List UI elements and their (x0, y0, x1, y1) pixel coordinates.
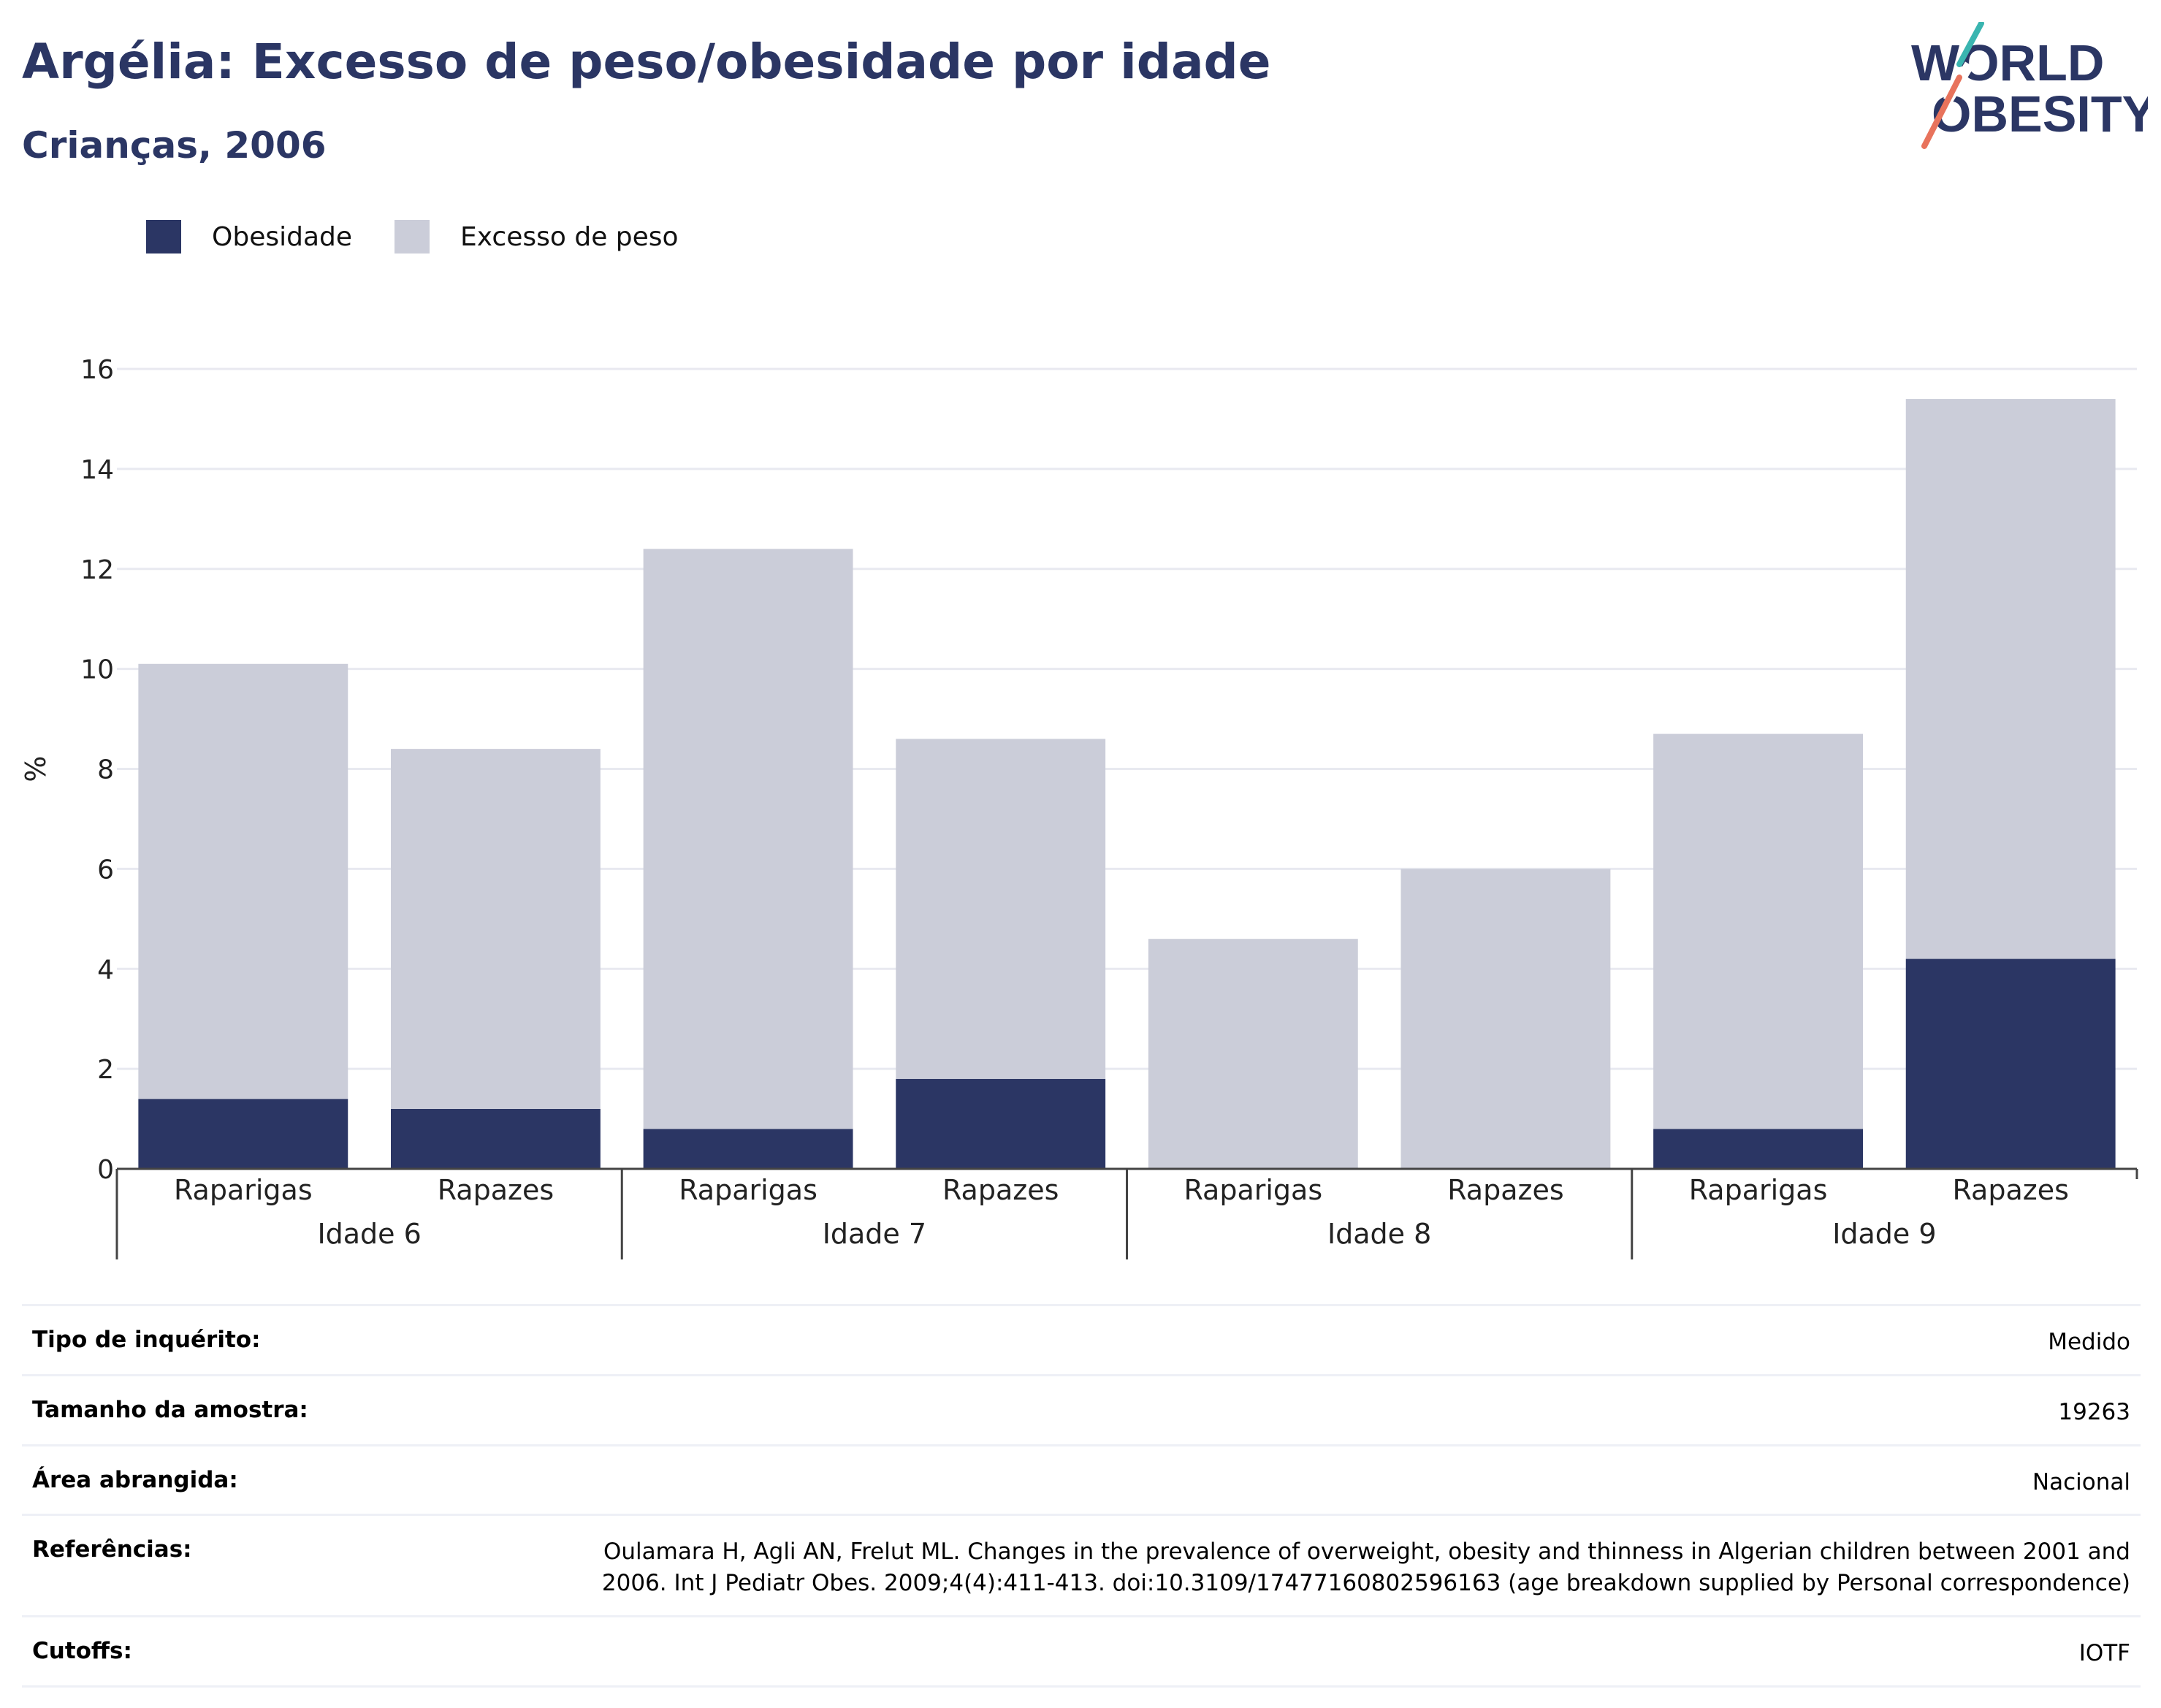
info-value: Oulamara H, Agli AN, Frelut ML. Changes … (601, 1539, 2130, 1597)
legend: Obesidade Excesso de peso (146, 218, 721, 256)
bar-excesso-de-peso (391, 749, 601, 1109)
info-row-sample-size: Tamanho da amostra: 19263 (22, 1373, 2141, 1444)
world-obesity-logo: WORLD OBESITY (1911, 22, 2148, 149)
group-label: Idade 8 (1327, 1218, 1431, 1250)
y-tick-label: 0 (97, 1155, 114, 1185)
y-tick-label: 12 (80, 555, 114, 585)
bar-excesso-de-peso (1400, 869, 1611, 1169)
info-value: IOTF (2078, 1639, 2130, 1666)
bar-obesidade (643, 1129, 853, 1169)
bar-excesso-de-peso (1148, 939, 1358, 1169)
info-row-cutoffs: Cutoffs: IOTF (22, 1614, 2141, 1688)
y-tick-label: 6 (97, 855, 114, 885)
legend-label-obesidade: Obesidade (212, 221, 353, 252)
info-row-references: Referências: Oulamara H, Agli AN, Frelut… (22, 1514, 2141, 1615)
bar-obesidade (138, 1099, 348, 1169)
info-label: Área abrangida: (32, 1466, 238, 1493)
y-tick-label: 16 (80, 355, 114, 385)
bar-excesso-de-peso (1905, 399, 2116, 959)
y-axis-label: % (20, 755, 52, 782)
x-tick-label: Rapazes (1447, 1174, 1563, 1206)
x-tick-label: Rapazes (1952, 1174, 2068, 1206)
legend-item-excesso-de-peso[interactable]: Excesso de peso (395, 220, 679, 253)
x-tick-label: Raparigas (174, 1174, 313, 1206)
logo-line1: WORLD (1911, 34, 2104, 91)
info-label: Referências: (32, 1536, 192, 1563)
chart-subtitle: Crianças, 2006 (22, 124, 327, 167)
y-tick-label: 4 (97, 955, 114, 985)
legend-label-excesso-de-peso: Excesso de peso (460, 221, 679, 252)
bar-excesso-de-peso (896, 739, 1106, 1079)
info-label: Cutoffs: (32, 1637, 132, 1664)
bar-obesidade (391, 1108, 601, 1169)
x-tick-label: Rapazes (942, 1174, 1059, 1206)
y-tick-label: 10 (80, 655, 114, 685)
y-tick-label: 8 (97, 755, 114, 785)
logo-accent-coral (1921, 75, 1962, 149)
info-table: Tipo de inquérito: Medido Tamanho da amo… (22, 1304, 2141, 1688)
info-label: Tipo de inquérito: (32, 1327, 261, 1353)
group-label: Idade 9 (1832, 1218, 1936, 1250)
x-tick-label: Raparigas (679, 1174, 817, 1206)
chart-title: Argélia: Excesso de peso/obesidade por i… (22, 34, 1271, 90)
info-label: Tamanho da amostra: (32, 1396, 308, 1423)
y-tick-label: 14 (80, 455, 114, 485)
x-tick-label: Raparigas (1689, 1174, 1828, 1206)
bar-obesidade (1653, 1129, 1863, 1169)
legend-swatch-obesidade (146, 220, 181, 253)
info-row-survey-type: Tipo de inquérito: Medido (22, 1304, 2141, 1374)
bar-excesso-de-peso (643, 549, 853, 1129)
info-value: 19263 (2058, 1398, 2130, 1425)
y-tick-label: 2 (97, 1055, 114, 1085)
legend-swatch-excesso-de-peso (395, 220, 430, 253)
bar-excesso-de-peso (1653, 733, 1863, 1129)
stacked-bar-chart: 0 2 4 6 8 10 12 14 16% Raparigas Rapazes Raparigas R… (20, 355, 2138, 1259)
x-tick-label: Raparigas (1184, 1174, 1322, 1206)
info-value: Medido (2048, 1329, 2130, 1355)
logo-line2: OBESITY (1932, 85, 2148, 142)
group-label: Idade 7 (823, 1218, 926, 1250)
group-label: Idade 6 (317, 1218, 421, 1250)
bar-obesidade (896, 1078, 1106, 1169)
info-value: Nacional (2032, 1468, 2130, 1495)
bar-obesidade (1905, 958, 2116, 1169)
bar-excesso-de-peso (138, 663, 348, 1099)
x-tick-label: Rapazes (438, 1174, 554, 1206)
legend-item-obesidade[interactable]: Obesidade (146, 220, 352, 253)
info-row-area: Área abrangida: Nacional (22, 1444, 2141, 1514)
logo-accent-teal (1956, 22, 1984, 67)
